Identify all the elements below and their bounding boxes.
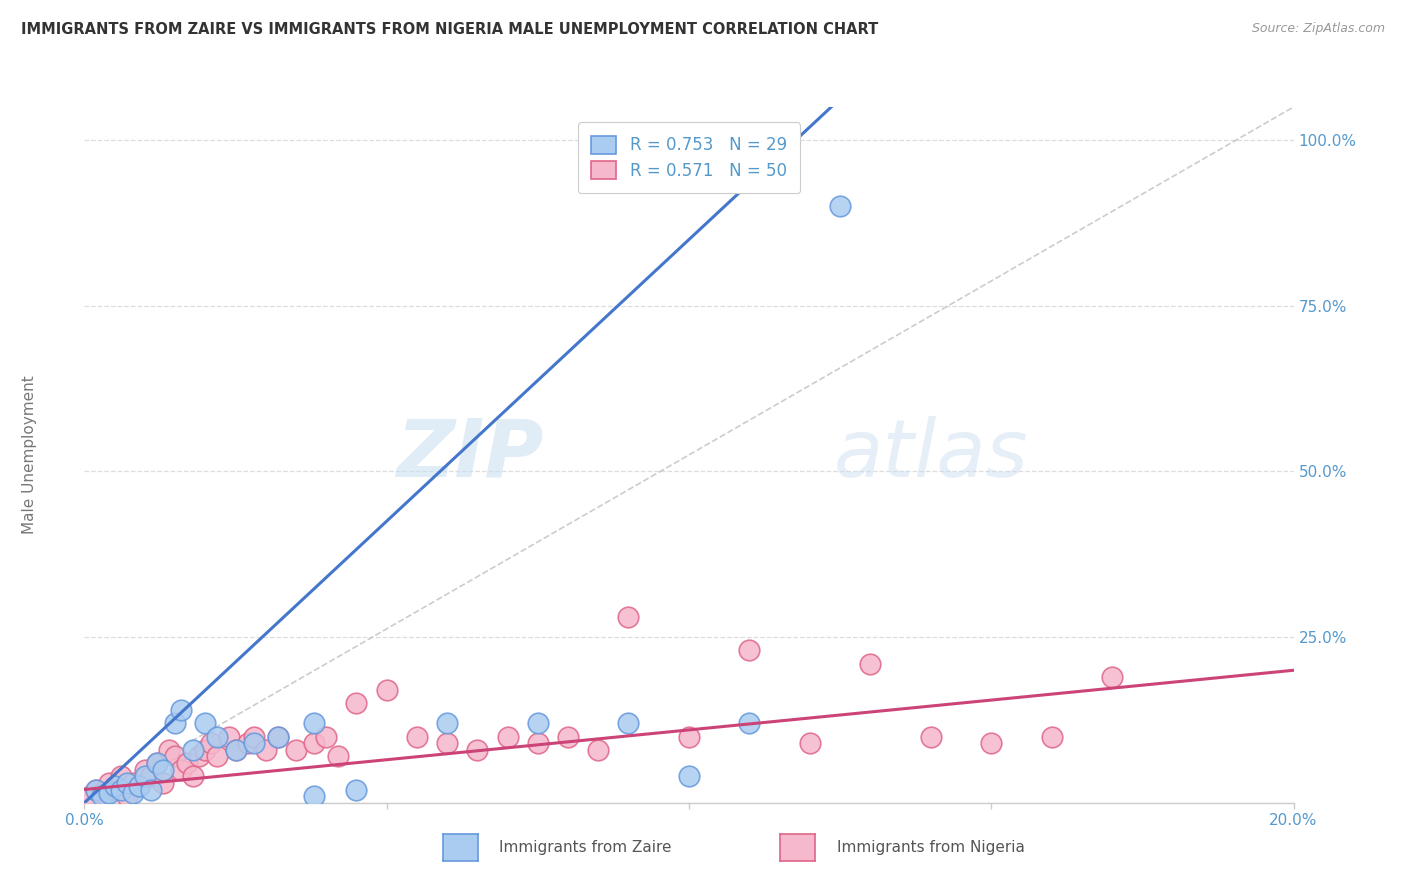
Point	[115, 789, 138, 804]
Point	[527, 716, 550, 731]
Point	[207, 749, 229, 764]
Point	[146, 756, 169, 770]
Point	[97, 776, 120, 790]
Point	[139, 769, 162, 783]
Text: Immigrants from Zaire: Immigrants from Zaire	[499, 840, 672, 855]
Point	[188, 749, 211, 764]
Point	[328, 749, 350, 764]
Point	[194, 743, 217, 757]
Point	[738, 643, 761, 657]
Point	[799, 736, 821, 750]
Point	[406, 730, 429, 744]
Point	[225, 743, 247, 757]
Point	[104, 779, 127, 793]
Point	[285, 743, 308, 757]
Point	[242, 736, 264, 750]
Point	[86, 782, 108, 797]
Point	[346, 697, 368, 711]
Point	[1040, 730, 1063, 744]
Point	[165, 716, 187, 731]
Point	[859, 657, 882, 671]
Point	[302, 789, 325, 804]
Text: Male Unemployment: Male Unemployment	[22, 376, 38, 534]
Point	[104, 782, 127, 797]
Point	[128, 779, 150, 793]
Text: IMMIGRANTS FROM ZAIRE VS IMMIGRANTS FROM NIGERIA MALE UNEMPLOYMENT CORRELATION C: IMMIGRANTS FROM ZAIRE VS IMMIGRANTS FROM…	[21, 22, 879, 37]
Point	[97, 786, 120, 800]
Point	[436, 736, 458, 750]
Point	[170, 763, 193, 777]
Point	[588, 743, 610, 757]
Point	[121, 786, 143, 800]
Point	[207, 730, 229, 744]
Point	[496, 730, 519, 744]
Point	[302, 716, 325, 731]
Point	[181, 769, 204, 783]
Text: Immigrants from Nigeria: Immigrants from Nigeria	[837, 840, 1025, 855]
Point	[254, 743, 277, 757]
Point	[152, 763, 174, 777]
Point	[315, 730, 337, 744]
Point	[267, 730, 290, 744]
Point	[86, 782, 108, 797]
Point	[79, 789, 101, 804]
Point	[165, 749, 187, 764]
Point	[152, 776, 174, 790]
Point	[218, 730, 240, 744]
Point	[617, 610, 640, 624]
Text: atlas: atlas	[834, 416, 1029, 494]
Point	[121, 776, 143, 790]
Point	[225, 743, 247, 757]
Point	[110, 782, 132, 797]
Point	[738, 716, 761, 731]
Point	[181, 743, 204, 757]
Legend: R = 0.753   N = 29, R = 0.571   N = 50: R = 0.753 N = 29, R = 0.571 N = 50	[578, 122, 800, 193]
Point	[134, 769, 156, 783]
Point	[267, 730, 290, 744]
Point	[302, 736, 325, 750]
Point	[128, 779, 150, 793]
Point	[467, 743, 489, 757]
Point	[115, 776, 138, 790]
Point	[920, 730, 942, 744]
Point	[617, 716, 640, 731]
Text: ZIP: ZIP	[396, 416, 544, 494]
Text: Source: ZipAtlas.com: Source: ZipAtlas.com	[1251, 22, 1385, 36]
Point	[110, 769, 132, 783]
Point	[436, 716, 458, 731]
Point	[236, 736, 259, 750]
Point	[242, 730, 264, 744]
Point	[527, 736, 550, 750]
Point	[980, 736, 1002, 750]
Point	[194, 716, 217, 731]
Point	[557, 730, 579, 744]
Point	[146, 756, 169, 770]
Point	[157, 743, 180, 757]
Point	[346, 782, 368, 797]
Point	[375, 683, 398, 698]
Point	[1101, 670, 1123, 684]
Point	[678, 730, 700, 744]
Point	[91, 786, 114, 800]
Point	[134, 763, 156, 777]
Point	[678, 769, 700, 783]
Point	[200, 736, 222, 750]
Point	[91, 789, 114, 804]
Point	[830, 199, 852, 213]
Point	[170, 703, 193, 717]
Point	[176, 756, 198, 770]
Point	[139, 782, 162, 797]
